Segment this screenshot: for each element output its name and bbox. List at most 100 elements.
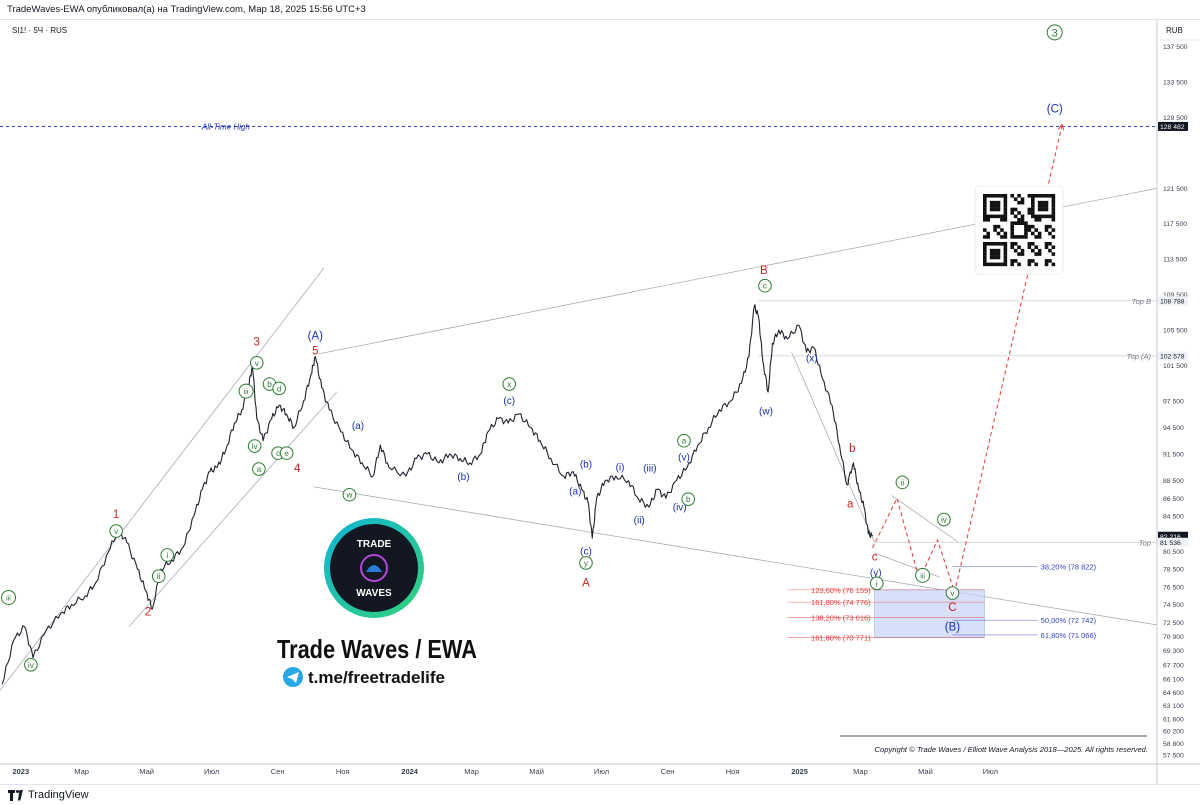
qr-module: [1037, 248, 1042, 253]
telegram-plane-icon: [287, 672, 299, 683]
qr-module: [1044, 245, 1049, 250]
qr-module: [1044, 204, 1049, 208]
qr-module: [1027, 245, 1032, 250]
qr-module: [1020, 252, 1025, 256]
x-tick-label: Мар: [74, 767, 89, 776]
price-chart[interactable]: All-Time High Top B Top (A) Top 38,20% (78 8…: [0, 20, 1200, 784]
wave-label: (c): [580, 547, 592, 558]
price-level-label: Top (A): [1127, 352, 1152, 361]
price-series[interactable]: [1, 304, 873, 685]
price-level-label: Top: [1139, 538, 1151, 547]
wave-label: v: [249, 355, 264, 370]
wave-label: c: [758, 278, 772, 293]
y-tick-label: 97 500: [1163, 398, 1184, 405]
wave-circle: [870, 576, 884, 591]
x-tick-label: Май: [918, 767, 933, 776]
qr-module: [996, 200, 1001, 205]
qr-module: [996, 242, 1001, 246]
wave-circle: [160, 548, 175, 562]
qr-module: [1037, 207, 1042, 212]
trend-line: [128, 391, 337, 627]
logo-wave-icon: [366, 565, 382, 572]
wave-circle: [109, 524, 123, 538]
price-badge-box: [1158, 537, 1188, 547]
qr-module: [996, 204, 1001, 208]
wave-circle: [249, 355, 264, 370]
qr-module: [1037, 218, 1042, 222]
qr-module: [986, 235, 991, 239]
qr-module: [1000, 218, 1004, 222]
wave-label: (i): [616, 462, 625, 473]
qr-module: [1010, 221, 1015, 226]
qr-module: [1020, 200, 1025, 205]
qr-module: [1044, 224, 1049, 229]
wave-circle: [895, 475, 910, 490]
qr-module: [1013, 221, 1018, 226]
wave-label-text: b: [686, 495, 691, 504]
qr-module: [989, 207, 994, 212]
qr-module: [1031, 211, 1035, 215]
qr-module: [1010, 207, 1015, 212]
qr-module: [1041, 200, 1045, 205]
qr-module: [989, 200, 994, 205]
qr-module: [1051, 211, 1056, 215]
wave-label: b: [681, 492, 696, 506]
y-tick-label: 84 500: [1163, 514, 1184, 521]
wave-label-text: iv: [252, 442, 259, 451]
wave-circle: [502, 377, 517, 391]
wave-label-text: i: [166, 551, 168, 560]
qr-module: [1013, 207, 1018, 212]
qr-module: [986, 194, 991, 198]
wave-label: v: [945, 586, 960, 600]
y-tick-label: 70 900: [1163, 634, 1184, 641]
qr-module: [1048, 231, 1052, 236]
wave-label-text: w: [345, 491, 352, 500]
y-tick-label: 101 500: [1163, 363, 1188, 370]
wave-circle: [247, 439, 262, 453]
qr-module: [996, 224, 1001, 229]
wave-label-text: iii: [920, 571, 925, 580]
qr-module: [1000, 262, 1004, 267]
wave-label-text: 3: [254, 337, 260, 349]
wave-label-text: (iv): [673, 502, 687, 513]
wave-label: iv: [24, 658, 38, 672]
fib-level-label: 161,80% (74 776): [811, 598, 871, 607]
y-tick-label: 109 500: [1163, 292, 1188, 299]
qr-module: [1048, 194, 1052, 198]
qr-module: [1003, 214, 1008, 219]
wave-label: (iii): [643, 463, 656, 474]
wave-label: (iv): [673, 502, 687, 513]
brand-name: Trade Waves / EWA: [277, 634, 477, 664]
qr-module: [983, 200, 987, 205]
qr-module: [1010, 235, 1015, 239]
tradingview-brand[interactable]: TradingView: [8, 789, 89, 801]
symbol-label: SI1! · 5Ч · RUS: [12, 26, 67, 35]
wave-label: (C): [1047, 104, 1063, 116]
wave-label: b: [849, 443, 855, 455]
qr-module: [986, 262, 991, 267]
wave-label: (a): [569, 486, 581, 497]
price-badge-box: [1158, 296, 1188, 306]
wave-label: iv: [937, 512, 951, 527]
qr-module: [996, 252, 1001, 256]
trend-line: [891, 495, 959, 543]
qr-module: [1044, 228, 1049, 232]
qr-module: [1044, 259, 1049, 263]
qr-module: [983, 194, 987, 198]
price-badge-box: [1158, 121, 1188, 131]
wave-label: c: [872, 552, 878, 564]
qr-module: [1020, 235, 1025, 239]
wave-label-text: 1: [113, 509, 119, 521]
qr-module: [1017, 235, 1021, 239]
qr-module: [1017, 262, 1021, 267]
qr-module: [1031, 242, 1035, 246]
wave-label-text: x: [507, 380, 511, 389]
qr-module: [1034, 252, 1039, 256]
wave-label: 1: [113, 509, 119, 521]
wave-label: d: [272, 381, 286, 396]
qr-module: [1017, 221, 1021, 226]
qr-module: [1003, 231, 1008, 236]
qr-module: [986, 214, 991, 219]
wave-label: 2: [145, 607, 151, 619]
price-badge-text: 128 482: [1160, 124, 1185, 131]
